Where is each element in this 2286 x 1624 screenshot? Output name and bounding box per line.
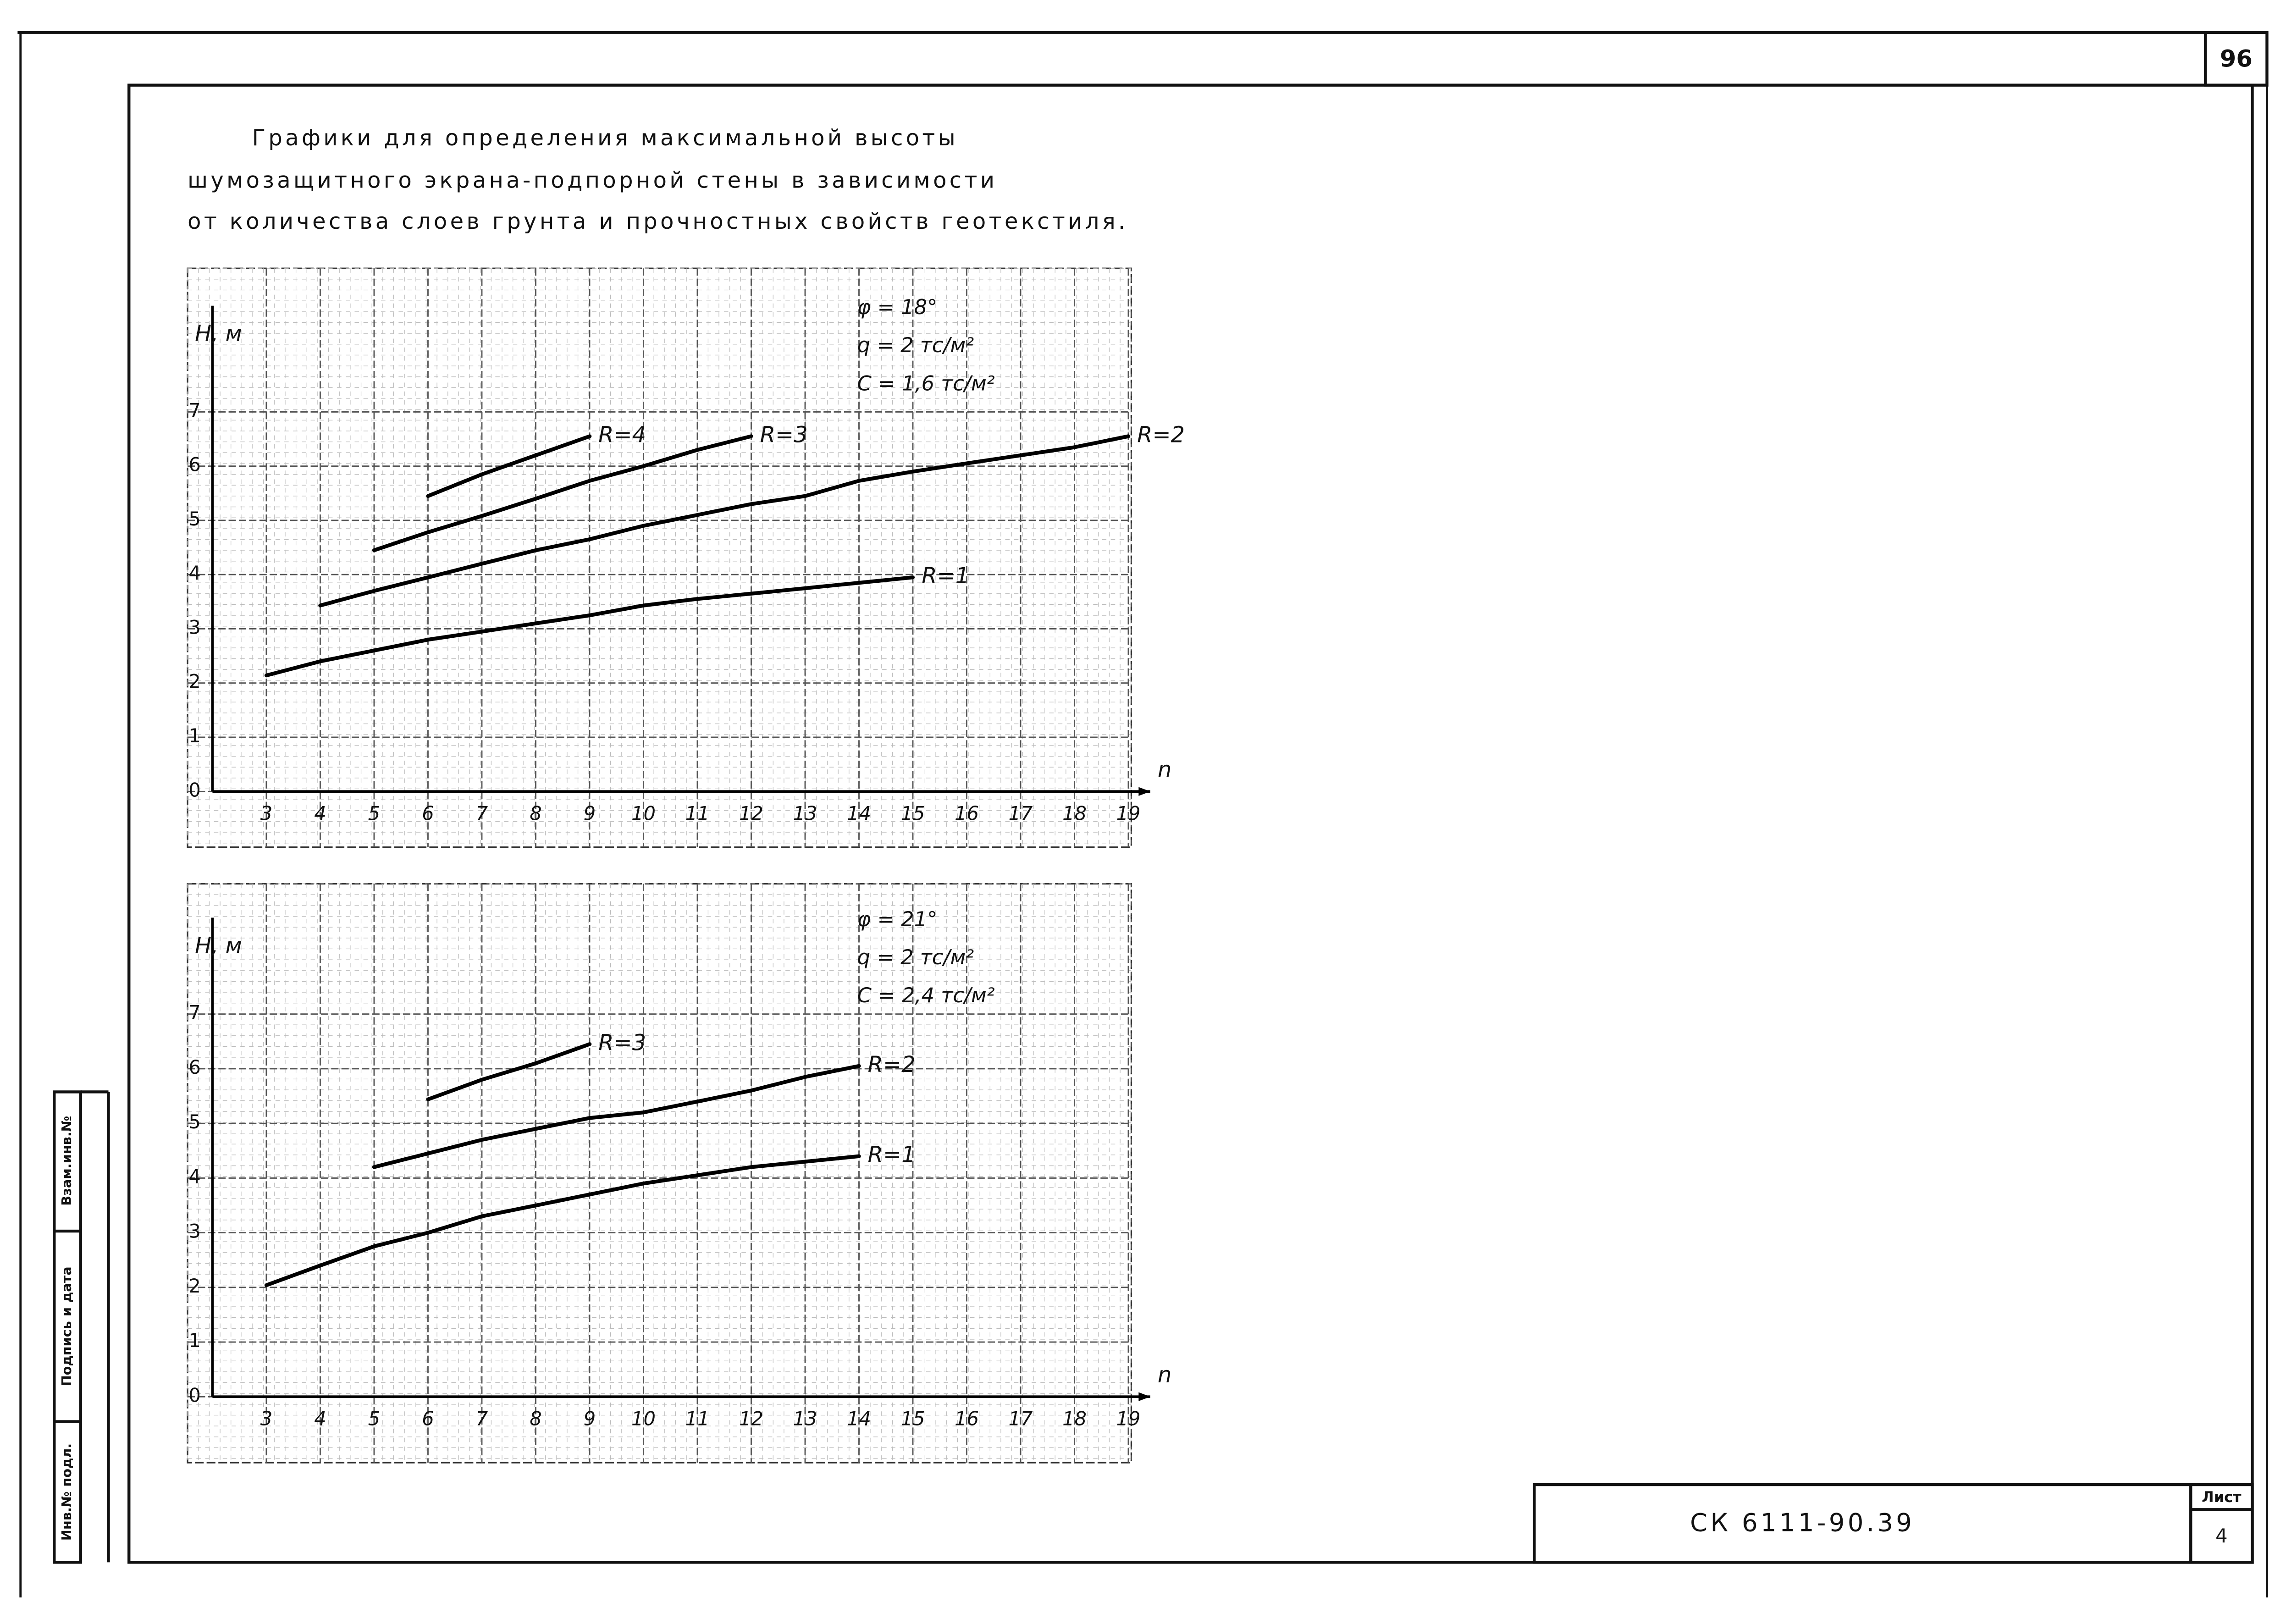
x-axis-label: n — [1158, 757, 1171, 783]
x-tick-label: 17 — [1009, 802, 1033, 824]
series-line — [318, 434, 1131, 608]
y-tick-label: 1 — [188, 1329, 200, 1352]
x-tick-label: 13 — [793, 1407, 817, 1430]
x-tick-label: 12 — [739, 1407, 763, 1430]
x-tick-label: 9 — [584, 1407, 596, 1430]
x-tick-label: 11 — [685, 802, 710, 824]
y-tick-label: 0 — [188, 779, 200, 801]
page-number: 96 — [2220, 45, 2253, 72]
x-tick-label: 5 — [368, 802, 380, 824]
series-label: R=2 — [1137, 423, 1185, 448]
title-line: Графики для определения максимальной выс… — [252, 126, 958, 151]
series-line — [372, 1064, 861, 1169]
annotation: q = 2 тс/м² — [857, 945, 974, 969]
x-tick-label: 19 — [1116, 1407, 1141, 1430]
side-label: Взам.инв.№ — [59, 1116, 74, 1206]
x-tick-label: 4 — [314, 1407, 326, 1430]
x-tick-label: 17 — [1009, 1407, 1033, 1430]
x-tick-label: 18 — [1062, 1407, 1087, 1430]
y-tick-label: 2 — [188, 1275, 200, 1297]
x-tick-label: 14 — [847, 802, 871, 824]
title-line: от количества слоев грунта и прочностных… — [188, 209, 1128, 234]
stamp-code: СК 6111-90.39 — [1690, 1508, 1915, 1537]
series-line — [426, 1042, 592, 1101]
x-tick-label: 3 — [260, 1407, 272, 1430]
y-tick-label: 6 — [188, 1056, 200, 1078]
series-label: R=2 — [868, 1052, 916, 1077]
stamp-sheet: 4 — [2215, 1525, 2227, 1547]
x-tick-label: 3 — [260, 802, 272, 824]
chart-box — [187, 883, 1132, 1464]
x-tick-label: 12 — [739, 802, 763, 824]
y-tick-label: 5 — [188, 1110, 200, 1133]
x-tick-label: 15 — [901, 802, 925, 824]
y-tick-label: 4 — [188, 562, 200, 584]
annotation: φ = 18° — [857, 295, 938, 319]
x-tick-label: 18 — [1062, 802, 1087, 824]
stamp-box — [1533, 1483, 2254, 1564]
y-tick-label: 7 — [188, 399, 200, 421]
series-line — [426, 434, 592, 498]
chart-box — [187, 267, 1132, 848]
x-axis-arrow — [1138, 1392, 1150, 1401]
x-tick-label: 19 — [1116, 802, 1141, 824]
x-axis-label: n — [1158, 1363, 1171, 1388]
annotation: q = 2 тс/м² — [857, 333, 974, 357]
series-line — [264, 1154, 861, 1287]
title-line: шумозащитного экрана-подпорной стены в з… — [188, 168, 997, 193]
side-label: Подпись и дата — [59, 1266, 74, 1386]
y-tick-label: 3 — [188, 1220, 200, 1243]
x-tick-label: 13 — [793, 802, 817, 824]
x-tick-label: 6 — [422, 1407, 434, 1430]
x-tick-label: 10 — [631, 802, 656, 824]
x-tick-label: 7 — [476, 802, 488, 824]
y-tick-label: 6 — [188, 453, 200, 476]
x-tick-label: 16 — [955, 1407, 979, 1430]
x-tick-label: 5 — [368, 1407, 380, 1430]
y-tick-label: 3 — [188, 616, 200, 638]
annotation: C = 1,6 тс/м² — [857, 371, 995, 395]
x-tick-label: 8 — [530, 1407, 541, 1430]
x-tick-label: 10 — [631, 1407, 656, 1430]
x-tick-label: 11 — [685, 1407, 710, 1430]
annotation: C = 2,4 тс/м² — [857, 983, 995, 1007]
x-tick-label: 7 — [476, 1407, 488, 1430]
y-tick-label: 7 — [188, 1001, 200, 1024]
x-tick-label: 16 — [955, 802, 979, 824]
y-tick-label: 5 — [188, 508, 200, 530]
drawing-frame — [127, 83, 2254, 1564]
series-label: R=3 — [598, 1030, 646, 1055]
page-number-box — [2204, 31, 2269, 87]
annotation: φ = 21° — [857, 907, 938, 931]
y-axis-label: H, м — [195, 933, 242, 958]
x-tick-label: 8 — [530, 802, 541, 824]
series-label: R=4 — [598, 423, 646, 448]
series-label: R=3 — [760, 423, 808, 448]
stamp-sheet-label: Лист — [2202, 1488, 2242, 1506]
y-tick-label: 2 — [188, 670, 200, 693]
series-line — [372, 434, 753, 552]
x-tick-label: 14 — [847, 1407, 871, 1430]
x-tick-label: 15 — [901, 1407, 925, 1430]
side-strip — [53, 1090, 82, 1564]
x-tick-label: 6 — [422, 802, 434, 824]
y-tick-label: 0 — [188, 1384, 200, 1406]
series-line — [264, 575, 915, 678]
side-label: Инв.№ подл. — [59, 1443, 74, 1541]
y-tick-label: 4 — [188, 1165, 200, 1188]
x-tick-label: 4 — [314, 802, 326, 824]
series-label: R=1 — [922, 563, 969, 589]
x-axis-arrow — [1138, 787, 1150, 796]
series-label: R=1 — [868, 1143, 916, 1168]
y-tick-label: 1 — [188, 724, 200, 747]
y-axis-label: H, м — [195, 321, 242, 347]
x-tick-label: 9 — [584, 802, 596, 824]
